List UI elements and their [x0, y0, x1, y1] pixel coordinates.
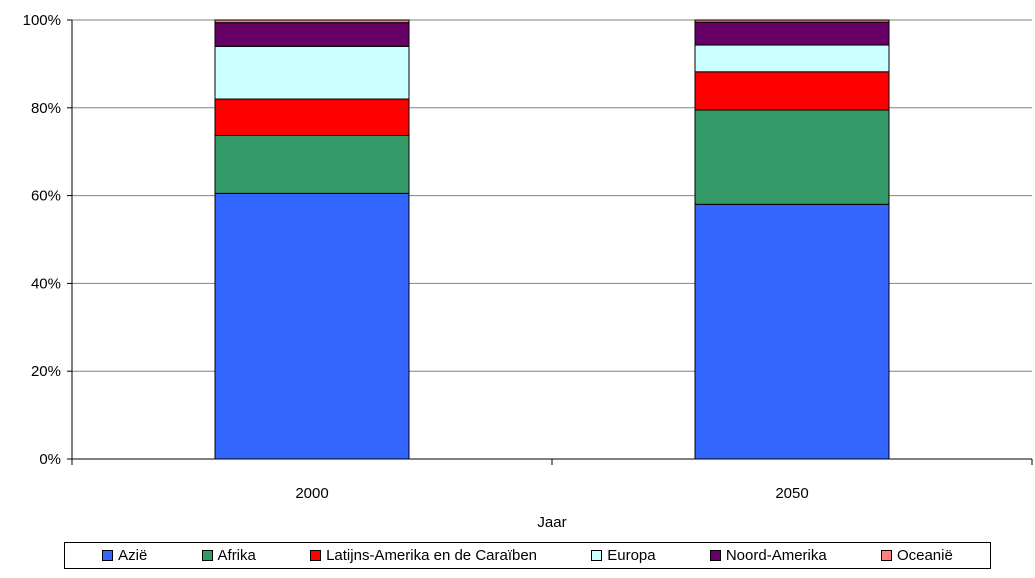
x-tick-label: 2000 [295, 485, 328, 502]
legend-item: Latijns-Amerika en de Caraïben [310, 547, 537, 564]
bar-segment [214, 45, 410, 100]
bar-segment [694, 109, 890, 205]
legend-item: Azië [102, 547, 147, 564]
x-tick-labels: 2000 2050 [295, 485, 808, 502]
legend-item: Noord-Amerika [709, 547, 827, 564]
legend-swatch [709, 550, 721, 561]
axes [67, 19, 1033, 465]
bar-segment [694, 44, 890, 73]
y-tick-label: 60% [31, 188, 61, 205]
y-tick-label: 40% [31, 275, 61, 292]
legend: Azië Afrika Latijns-Amerika en de Caraïben… [64, 542, 991, 569]
legend-label: Latijns-Amerika en de Caraïben [326, 547, 538, 564]
x-axis-title: Jaar [537, 514, 566, 531]
legend-label: Afrika [217, 547, 256, 564]
y-tick-label: 100% [23, 12, 61, 29]
legend-swatch [880, 550, 892, 561]
legend-label: Azië [118, 547, 148, 564]
bar-segment [694, 19, 890, 23]
bar-segment [214, 192, 410, 460]
y-tick-label: 80% [31, 100, 61, 117]
legend-label: Oceanië [896, 547, 953, 564]
legend-swatch [102, 550, 114, 561]
legend-swatch [591, 550, 603, 561]
legend-item: Oceanië [880, 547, 953, 564]
bar-segment [214, 134, 410, 194]
legend-label: Noord-Amerika [725, 547, 827, 564]
bar-segment [694, 203, 890, 460]
y-tick-labels: 0% 20% 40% 60% 80% 100% [23, 12, 61, 468]
bar-segment [214, 22, 410, 47]
y-tick-label: 0% [39, 451, 61, 468]
legend-label: Europa [607, 547, 656, 564]
chart-area: 0% 20% 40% 60% 80% 100% 2000 2050 Jaar [23, 12, 1033, 531]
legend-swatch [201, 550, 213, 561]
bar-segment [214, 19, 410, 24]
bar-segment [694, 21, 890, 46]
bars [214, 19, 890, 460]
legend-item: Afrika [201, 547, 256, 564]
x-tick-label: 2050 [775, 485, 808, 502]
bar-segment [694, 71, 890, 111]
y-tick-label: 20% [31, 363, 61, 380]
legend-item: Europa [591, 547, 656, 564]
legend-swatch [310, 550, 322, 561]
bar-segment [214, 98, 410, 136]
